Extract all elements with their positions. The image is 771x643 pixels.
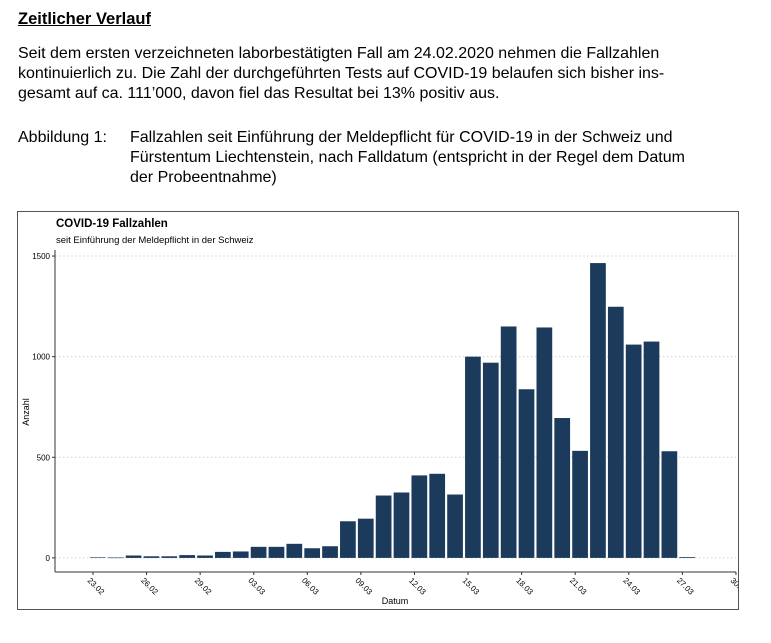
figure-caption-text: Fallzahlen seit Einführung der Meldepfli… xyxy=(130,128,742,188)
x-tick-label: 06.03 xyxy=(300,576,321,597)
paragraph-line: kontinuierlich zu. Die Zahl der durchgef… xyxy=(18,65,665,82)
chart-frame: COVID-19 Fallzahlen seit Einführung der … xyxy=(17,211,739,610)
y-tick-label: 1500 xyxy=(32,252,50,261)
bar xyxy=(500,326,517,558)
x-tick-label: 15.03 xyxy=(461,576,482,597)
bar xyxy=(215,551,231,558)
x-tick-label: 23.02 xyxy=(86,576,107,597)
bar xyxy=(357,518,374,558)
chart-subtitle: seit Einführung der Meldepflicht in der … xyxy=(56,235,254,246)
intro-paragraph: Seit dem ersten verzeichneten laborbestä… xyxy=(18,44,740,104)
bar xyxy=(465,356,481,558)
x-tick-label: 26.02 xyxy=(139,576,160,597)
x-tick-label: 18.03 xyxy=(514,576,535,597)
chart-title: COVID-19 Fallzahlen xyxy=(56,218,168,230)
bar xyxy=(250,546,267,558)
caption-line: Fürstentum Liechtenstein, nach Falldatum… xyxy=(130,149,685,166)
bar xyxy=(643,341,660,558)
bar-chart: COVID-19 Fallzahlen seit Einführung der … xyxy=(21,218,738,606)
caption-line: Fallzahlen seit Einführung der Meldepfli… xyxy=(130,129,673,146)
bar xyxy=(625,344,642,558)
bar xyxy=(304,548,321,558)
bar xyxy=(482,362,499,558)
y-tick-label: 1000 xyxy=(32,353,50,362)
bar xyxy=(90,557,106,558)
x-tick-label: 29.02 xyxy=(193,576,214,597)
bar xyxy=(518,389,535,558)
bar xyxy=(143,556,160,558)
bar xyxy=(590,263,606,558)
bar xyxy=(179,555,196,558)
bar xyxy=(661,451,678,558)
caption-line: der Probeentnahme) xyxy=(130,169,277,186)
bar xyxy=(411,475,428,558)
x-tick-label: 12.03 xyxy=(407,576,428,597)
y-tick-label: 0 xyxy=(46,554,51,563)
bar xyxy=(375,495,392,558)
y-axis-title: Anzahl xyxy=(21,398,31,426)
bar xyxy=(197,555,213,558)
figure-label: Abbildung 1: xyxy=(18,129,107,146)
bar xyxy=(268,546,285,558)
bar xyxy=(107,557,124,559)
bar xyxy=(554,418,571,558)
bar-layer xyxy=(90,263,696,559)
bar xyxy=(322,546,338,558)
x-tick-label: 09.03 xyxy=(353,576,374,597)
section-heading: Zeitlicher Verlauf xyxy=(18,10,151,28)
x-tick-label: 27.03 xyxy=(675,576,696,597)
bar xyxy=(340,521,356,558)
paragraph-line: Seit dem ersten verzeichneten laborbestä… xyxy=(18,45,660,62)
x-axis-title: Datum xyxy=(382,596,409,606)
bar xyxy=(286,543,303,558)
x-tick-label: 24.03 xyxy=(621,576,642,597)
bar xyxy=(607,306,624,558)
paragraph-line: gesamt auf ca. 111’000, davon fiel das R… xyxy=(18,85,500,102)
bar xyxy=(572,450,588,558)
bar xyxy=(679,557,696,558)
bar xyxy=(536,327,553,558)
y-tick-label: 500 xyxy=(37,453,51,462)
axis-layer: 0 500 1000 1500 23.02 26.02 29.02 03.03 06.03 09.… xyxy=(32,250,738,597)
x-tick-label: 03.03 xyxy=(246,576,267,597)
x-tick-label: 21.03 xyxy=(568,576,589,597)
bar xyxy=(161,556,178,558)
bar xyxy=(232,551,249,558)
bar xyxy=(447,494,463,558)
bar xyxy=(429,473,446,558)
x-tick-label: 30.03 xyxy=(729,576,738,597)
bar xyxy=(125,555,142,558)
bar xyxy=(393,492,410,558)
